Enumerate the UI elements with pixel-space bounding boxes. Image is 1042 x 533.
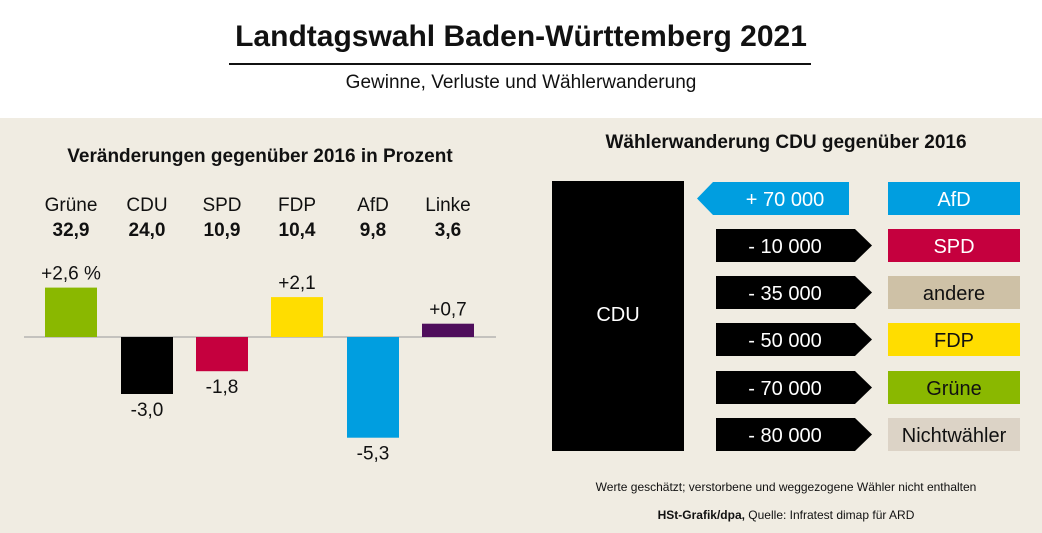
value-label: -5,3 <box>357 444 390 465</box>
party-result: 9,8 <box>360 220 386 241</box>
party-label: SPD <box>202 195 241 216</box>
bar-linke <box>422 323 474 337</box>
cdu-block <box>552 181 684 451</box>
party-label: FDP <box>278 195 316 216</box>
party-box-label: FDP <box>934 330 974 352</box>
party-box-label: AfD <box>937 189 970 211</box>
flow-arrow-out <box>716 229 872 262</box>
party-box <box>888 371 1020 404</box>
party-label: AfD <box>357 195 389 216</box>
party-box-label: SPD <box>933 236 974 258</box>
party-label: Grüne <box>45 195 98 216</box>
credit-line: HSt-Grafik/dpa, Quelle: Infratest dimap … <box>530 508 1042 522</box>
flow-value: - 80 000 <box>748 425 821 447</box>
party-label: CDU <box>126 195 167 216</box>
value-label: +2,6 % <box>41 264 101 285</box>
party-result: 3,6 <box>435 220 461 241</box>
party-box <box>888 418 1020 451</box>
party-box-label: Nichtwähler <box>902 425 1007 447</box>
flow-value: - 10 000 <box>748 236 821 258</box>
source: Quelle: Infratest dimap für ARD <box>744 508 915 522</box>
party-box <box>888 276 1020 309</box>
party-box <box>888 323 1020 356</box>
bar-spd <box>196 337 248 372</box>
party-result: 32,9 <box>53 220 90 241</box>
value-label: -1,8 <box>206 377 239 398</box>
flow-arrow-out <box>716 371 872 404</box>
flow-value: + 70 000 <box>746 189 824 211</box>
bar-afd <box>347 337 399 438</box>
flow-value: - 70 000 <box>748 378 821 400</box>
bar-grüne <box>45 287 97 337</box>
bar-fdp <box>271 297 323 337</box>
footnote: Werte geschätzt; verstorbene und weggezo… <box>595 480 977 494</box>
value-label: -3,0 <box>131 400 164 421</box>
flow-arrow-out <box>716 418 872 451</box>
credit: HSt-Grafik/dpa, <box>657 508 745 522</box>
party-box <box>888 229 1020 262</box>
flow-arrow-out <box>716 276 872 309</box>
bar-chart-title: Veränderungen gegenüber 2016 in Prozent <box>67 146 453 167</box>
party-result: 10,9 <box>204 220 241 241</box>
party-result: 10,4 <box>279 220 316 241</box>
party-box-label: andere <box>923 283 985 305</box>
party-box <box>888 182 1020 215</box>
flow-value: - 35 000 <box>748 283 821 305</box>
header-area <box>0 0 1042 118</box>
page-title: Landtagswahl Baden-Württemberg 2021 <box>235 20 807 53</box>
flow-value: - 50 000 <box>748 330 821 352</box>
flow-chart-title: Wählerwanderung CDU gegenüber 2016 <box>605 132 966 153</box>
page-subtitle: Gewinne, Verluste und Wählerwanderung <box>345 72 697 93</box>
flow-arrow-in <box>697 182 849 215</box>
party-result: 24,0 <box>129 220 166 241</box>
value-label: +0,7 <box>429 300 467 321</box>
value-label: +2,1 <box>278 273 316 294</box>
bar-cdu <box>121 337 173 394</box>
party-box-label: Grüne <box>926 378 982 400</box>
title-divider <box>229 63 811 65</box>
party-label: Linke <box>425 195 470 216</box>
cdu-label: CDU <box>596 304 639 326</box>
flow-arrow-out <box>716 323 872 356</box>
